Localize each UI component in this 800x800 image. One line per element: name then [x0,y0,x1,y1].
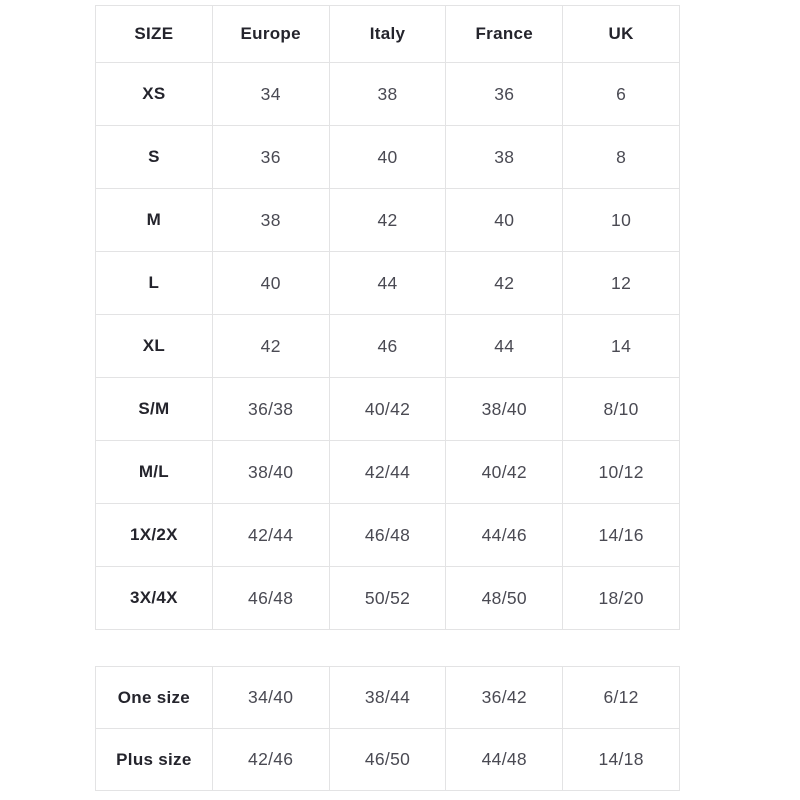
italy-value-cell: 40 [328,125,447,189]
special-sizes-table-body: One size 34/40 38/44 36/42 6/12 Plus siz… [95,666,680,791]
size-table-header: SIZE Europe Italy France UK [95,5,680,63]
italy-value-cell: 50/52 [328,566,447,630]
uk-value-cell: 14/18 [562,728,680,791]
uk-value-cell: 12 [562,251,680,315]
size-label-cell: XL [95,314,213,378]
uk-value-cell: 8/10 [562,377,680,441]
italy-value-cell: 46/48 [328,503,447,567]
header-cell-france: France [445,5,564,63]
europe-value-cell: 40 [211,251,330,315]
table-row-m: M 38 42 40 10 [95,188,680,252]
table-row-sm: S/M 36/38 40/42 38/40 8/10 [95,377,680,441]
france-value-cell: 44 [445,314,564,378]
france-value-cell: 40 [445,188,564,252]
uk-value-cell: 14/16 [562,503,680,567]
header-cell-europe: Europe [211,5,330,63]
france-value-cell: 42 [445,251,564,315]
italy-value-cell: 42/44 [328,440,447,504]
size-label-cell: XS [95,62,213,126]
italy-value-cell: 40/42 [328,377,447,441]
italy-value-cell: 38 [328,62,447,126]
size-chart-container: SIZE Europe Italy France UK XS 34 38 36 … [95,5,680,791]
europe-value-cell: 36/38 [211,377,330,441]
europe-value-cell: 34 [211,62,330,126]
uk-value-cell: 8 [562,125,680,189]
france-value-cell: 40/42 [445,440,564,504]
italy-value-cell: 42 [328,188,447,252]
italy-value-cell: 46 [328,314,447,378]
table-row-3x4x: 3X/4X 46/48 50/52 48/50 18/20 [95,566,680,630]
header-cell-size: SIZE [95,5,213,63]
uk-value-cell: 6/12 [562,666,680,729]
france-value-cell: 48/50 [445,566,564,630]
table-row-xl: XL 42 46 44 14 [95,314,680,378]
europe-value-cell: 42/46 [211,728,330,791]
table-row-plus-size: Plus size 42/46 46/50 44/48 14/18 [95,728,680,791]
uk-value-cell: 10/12 [562,440,680,504]
size-conversion-table: SIZE Europe Italy France UK XS 34 38 36 … [95,5,680,630]
italy-value-cell: 44 [328,251,447,315]
france-value-cell: 44/46 [445,503,564,567]
europe-value-cell: 46/48 [211,566,330,630]
france-value-cell: 38/40 [445,377,564,441]
europe-value-cell: 38/40 [211,440,330,504]
europe-value-cell: 36 [211,125,330,189]
italy-value-cell: 46/50 [328,728,447,791]
france-value-cell: 36 [445,62,564,126]
italy-value-cell: 38/44 [328,666,447,729]
size-label-cell: L [95,251,213,315]
size-table-body: XS 34 38 36 6 S 36 40 38 8 M 38 42 [95,62,680,630]
uk-value-cell: 10 [562,188,680,252]
header-cell-uk: UK [562,5,680,63]
france-value-cell: 38 [445,125,564,189]
table-row-s: S 36 40 38 8 [95,125,680,189]
size-label-cell: 1X/2X [95,503,213,567]
table-row-l: L 40 44 42 12 [95,251,680,315]
europe-value-cell: 42 [211,314,330,378]
uk-value-cell: 6 [562,62,680,126]
size-label-cell: S [95,125,213,189]
size-label-cell: S/M [95,377,213,441]
europe-value-cell: 42/44 [211,503,330,567]
table-row-xs: XS 34 38 36 6 [95,62,680,126]
europe-value-cell: 38 [211,188,330,252]
france-value-cell: 44/48 [445,728,564,791]
size-label-cell: M/L [95,440,213,504]
header-row: SIZE Europe Italy France UK [95,5,680,63]
france-value-cell: 36/42 [445,666,564,729]
size-label-cell: 3X/4X [95,566,213,630]
table-row-1x2x: 1X/2X 42/44 46/48 44/46 14/16 [95,503,680,567]
special-sizes-table: One size 34/40 38/44 36/42 6/12 Plus siz… [95,666,680,791]
table-row-ml: M/L 38/40 42/44 40/42 10/12 [95,440,680,504]
table-row-one-size: One size 34/40 38/44 36/42 6/12 [95,666,680,729]
europe-value-cell: 34/40 [211,666,330,729]
uk-value-cell: 14 [562,314,680,378]
size-label-cell: Plus size [95,728,213,791]
header-cell-italy: Italy [328,5,447,63]
uk-value-cell: 18/20 [562,566,680,630]
size-label-cell: M [95,188,213,252]
size-label-cell: One size [95,666,213,729]
